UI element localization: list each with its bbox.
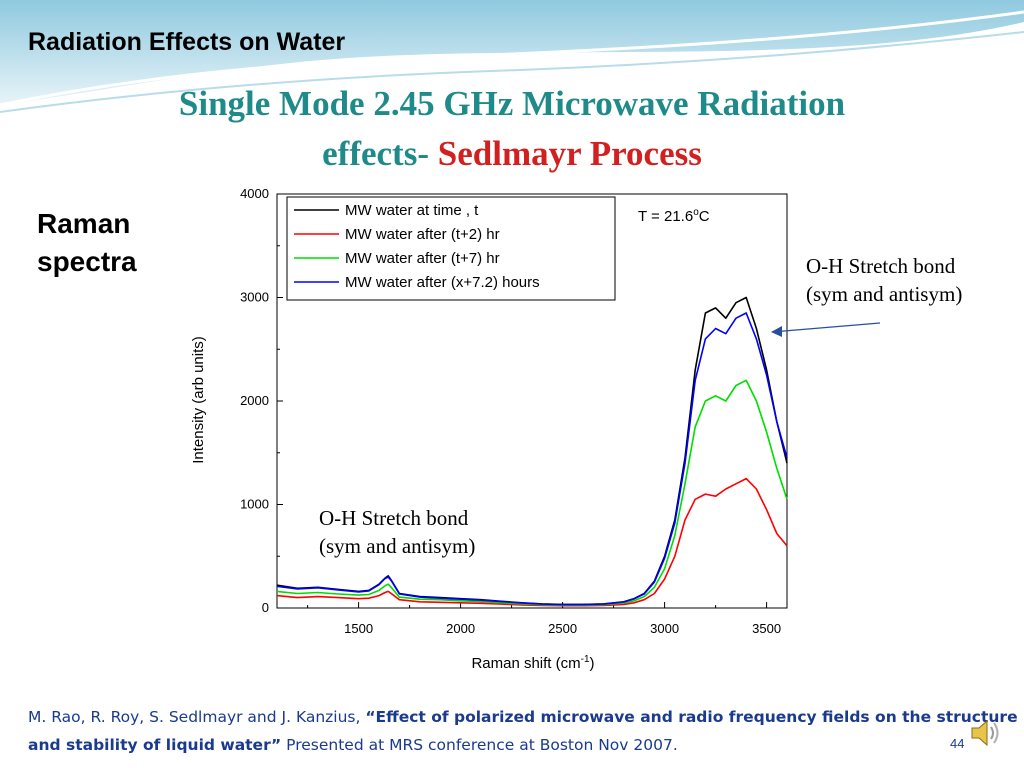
annotation-right-line-1: O-H Stretch bond [806, 254, 956, 278]
temperature-annotation: T = 21.6oC [638, 207, 710, 225]
y-tick-label: 4000 [240, 186, 269, 201]
citation-title: “Effect of polarized microwave and radio… [28, 708, 1018, 754]
annotation-oh-stretch-left: O-H Stretch bond (sym and antisym) [319, 504, 475, 560]
slide-title-line-2: effects- Sedlmayr Process [0, 134, 1024, 174]
series-line [276, 312, 788, 606]
slide-header: Radiation Effects on Water [28, 28, 346, 56]
citation-venue: Presented at MRS conference at Boston No… [281, 736, 678, 754]
x-tick-label: 2500 [548, 621, 577, 636]
y-tick-label: 2000 [240, 393, 269, 408]
annotation-left-line-1: O-H Stretch bond [319, 506, 469, 530]
x-tick-label: 1500 [344, 621, 373, 636]
x-tick-label: 3000 [650, 621, 679, 636]
annotation-arrowhead [771, 326, 782, 337]
header-wave-decoration [0, 0, 1024, 113]
annotation-oh-stretch-right: O-H Stretch bond (sym and antisym) [806, 252, 962, 308]
citation-authors: M. Rao, R. Roy, S. Sedlmayr and J. Kanzi… [28, 708, 366, 726]
slide-title-part-b: Sedlmayr Process [437, 134, 702, 173]
raman-spectra-label: Raman spectra [37, 205, 137, 281]
annotation-left-line-2: (sym and antisym) [319, 534, 476, 558]
x-axis-label: Raman shift (cm-1) [471, 654, 594, 672]
axes-layer: 0 1000 2000 3000 4000 1500 2000 2500 3000 3500 [240, 186, 781, 636]
legend-label: MW water after (t+7) hr [345, 250, 500, 267]
speaker-icon[interactable] [968, 716, 1002, 750]
annotation-right-line-2: (sym and antisym) [806, 282, 963, 306]
legend-label: MW water after (x+7.2) hours [345, 274, 540, 291]
y-tick-label: 0 [262, 600, 269, 615]
y-tick-label: 1000 [240, 497, 269, 512]
x-tick-label: 2000 [446, 621, 475, 636]
side-label-line-2: spectra [37, 246, 137, 277]
slide-title-part-a: effects- [322, 134, 429, 173]
legend-label: MW water after (t+2) hr [345, 226, 500, 243]
legend-box [286, 196, 616, 301]
annotation-arrow [771, 322, 881, 333]
slide-title-line-1: Single Mode 2.45 GHz Microwave Radiation [178, 84, 846, 123]
page-number: 44 [950, 736, 965, 751]
legend-label: MW water at time , t [345, 202, 479, 219]
y-tick-label: 3000 [240, 290, 269, 305]
x-tick-label: 3500 [752, 621, 781, 636]
y-axis-label: Intensity (arb units) [190, 336, 207, 464]
chart-legend: MW water at time , t MW water after (t+2)… [286, 196, 616, 301]
side-label-line-1: Raman [37, 208, 131, 239]
citation: M. Rao, R. Roy, S. Sedlmayr and J. Kanzi… [28, 703, 1018, 759]
series-layer [276, 296, 788, 607]
